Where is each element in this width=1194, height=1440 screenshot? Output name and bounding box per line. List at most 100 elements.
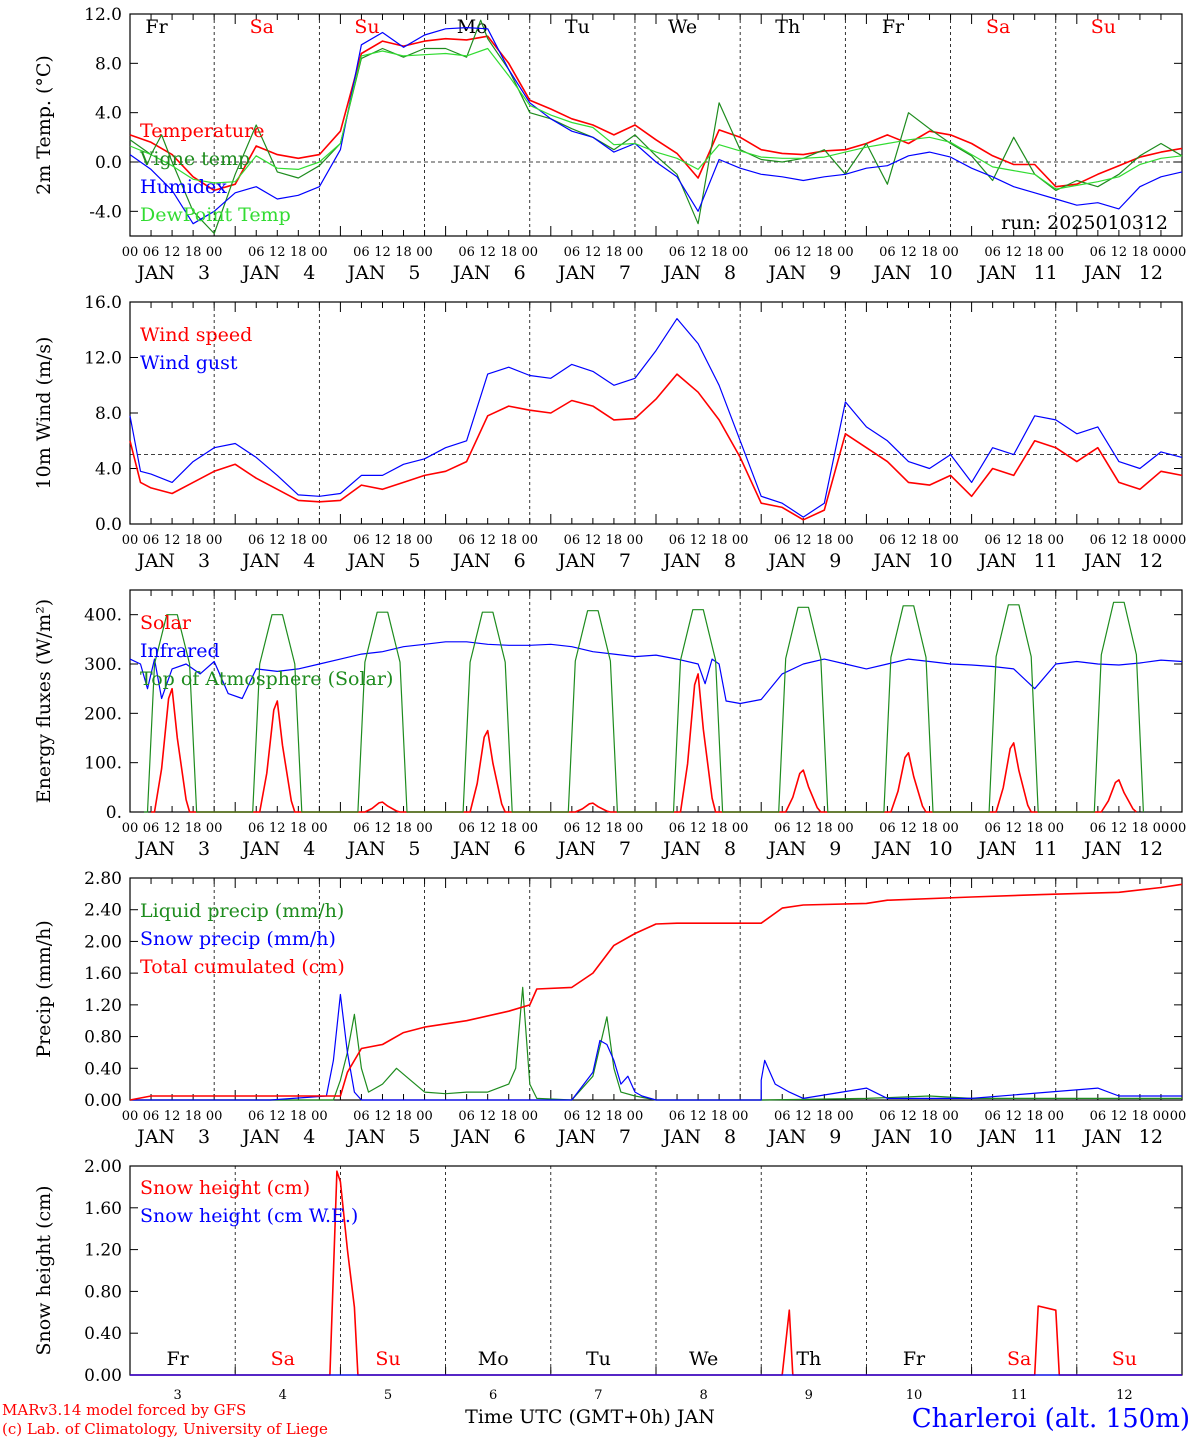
hour-tick-label: 18 [1026, 245, 1043, 260]
legend-entry: Vigne temp [139, 148, 250, 170]
y-tick-label: 1.60 [84, 1199, 122, 1219]
hour-tick-label: 06 [353, 245, 370, 260]
month-label: JAN [1082, 262, 1122, 284]
month-label: JAN [135, 262, 175, 284]
hour-tick-label: 00 [1153, 245, 1170, 260]
hour-tick-label: 00 [122, 245, 139, 260]
hour-tick-label: 12 [1005, 245, 1022, 260]
month-label: JAN [345, 838, 385, 860]
hour-tick-label: 00 [521, 245, 538, 260]
day-number-label: 10 [928, 262, 952, 284]
day-number-label: 10 [906, 1388, 923, 1403]
hour-tick-label: 12 [1111, 1109, 1128, 1124]
hour-tick-label: 18 [816, 821, 833, 836]
month-label: JAN [1082, 1126, 1122, 1148]
lab-credit: (c) Lab. of Climatology, University of L… [2, 1420, 328, 1438]
hour-tick-label: 00 [942, 1109, 959, 1124]
hour-tick-label: 18 [921, 533, 938, 548]
hour-tick-label: 12 [479, 533, 496, 548]
day-number-label: 4 [303, 1126, 315, 1148]
hour-tick-label: 12 [1005, 1109, 1022, 1124]
month-label: JAN [766, 262, 806, 284]
hour-tick-label: 00 [521, 1109, 538, 1124]
month-label: JAN [661, 262, 701, 284]
precip-panel: 0.00 0.40 0.80 1.20 1.60 2.00 2.40 2.80 Precip (… [33, 869, 1186, 1148]
hour-tick-label: 12 [479, 245, 496, 260]
hour-tick-label: 18 [395, 821, 412, 836]
legend-entry: Liquid precip (mm/h) [140, 900, 344, 922]
day-name-label: Sa [271, 1348, 295, 1370]
hour-tick-label: 00 [1047, 821, 1064, 836]
day-name-label: Sa [1007, 1348, 1031, 1370]
y-tick-label: 0.0 [95, 153, 122, 173]
day-number-label: 7 [619, 262, 631, 284]
day-number-label: 6 [514, 838, 526, 860]
day-number-label: 11 [1034, 262, 1058, 284]
month-label: JAN [871, 550, 911, 572]
month-label: JAN [240, 838, 280, 860]
hour-tick-label: 00 [1170, 245, 1187, 260]
series-group [129, 883, 1183, 1101]
hour-tick-label: 06 [669, 245, 686, 260]
hour-tick-label: 18 [185, 533, 202, 548]
day-name-label: We [668, 16, 697, 38]
day-number-label: 4 [303, 262, 315, 284]
wind-series-0-line [129, 373, 1183, 521]
day-number-label: 9 [805, 1388, 813, 1403]
hour-tick-label: 12 [795, 245, 812, 260]
hour-tick-label: 00 [1047, 245, 1064, 260]
hour-tick-label: 00 [732, 1109, 749, 1124]
month-label: JAN [240, 550, 280, 572]
day-number-label: 4 [303, 550, 315, 572]
hour-tick-label: 00 [122, 1109, 139, 1124]
day-number-label: 11 [1034, 550, 1058, 572]
legend-entry: Snow height (cm) [140, 1177, 310, 1199]
energy-series-2-line [144, 601, 1144, 813]
hour-tick-label: 12 [1005, 533, 1022, 548]
hour-tick-label: 18 [290, 821, 307, 836]
hour-tick-label: 12 [164, 1109, 181, 1124]
day-number-label: 6 [514, 262, 526, 284]
y-tick-label: 8.0 [95, 404, 122, 424]
day-number-label: 6 [514, 1126, 526, 1148]
y-tick-label: 16.0 [84, 293, 122, 313]
hour-tick-label: 06 [774, 533, 791, 548]
hour-tick-label: 06 [879, 533, 896, 548]
day-number-label: 9 [829, 262, 841, 284]
hour-tick-label: 00 [942, 533, 959, 548]
series-group [130, 1170, 1182, 1376]
legend-entry: Total cumulated (cm) [140, 956, 345, 978]
hour-tick-label: 06 [669, 533, 686, 548]
hour-tick-label: 00 [1170, 1109, 1187, 1124]
hour-tick-label: 12 [690, 821, 707, 836]
hour-tick-label: 06 [1090, 1109, 1107, 1124]
hour-tick-label: 18 [1026, 1109, 1043, 1124]
hour-tick-label: 00 [1047, 1109, 1064, 1124]
hour-tick-label: 06 [1090, 245, 1107, 260]
hour-tick-label: 12 [900, 245, 917, 260]
day-number-label: 8 [724, 262, 736, 284]
hour-tick-label: 12 [1005, 821, 1022, 836]
y-tick-label: 12.0 [84, 349, 122, 369]
day-number-label: 3 [198, 262, 210, 284]
hour-tick-label: 18 [500, 245, 517, 260]
hour-tick-label: 18 [816, 245, 833, 260]
month-label: JAN [556, 838, 596, 860]
day-name-label: Fr [882, 16, 905, 38]
hour-tick-label: 00 [627, 533, 644, 548]
energy-panel: 0. 100. 200. 300. 400. Energy fluxes (W/m²) 00… [33, 589, 1186, 860]
month-label: JAN [766, 550, 806, 572]
hour-tick-label: 06 [143, 821, 160, 836]
station-label: Charleroi (alt. 150m) [912, 1404, 1190, 1434]
hour-tick-label: 12 [900, 533, 917, 548]
day-number-label: 3 [198, 550, 210, 572]
month-label: JAN [871, 838, 911, 860]
y-tick-label: 0.0 [95, 515, 122, 535]
hour-tick-label: 18 [185, 1109, 202, 1124]
hour-tick-label: 18 [606, 245, 623, 260]
snow-panel: 0.00 0.40 0.80 1.20 1.60 2.00 Snow height (cm)… [33, 1157, 1183, 1403]
day-number-label: 5 [408, 1126, 420, 1148]
day-name-label: Fr [903, 1348, 926, 1370]
hour-tick-label: 18 [921, 1109, 938, 1124]
hour-tick-label: 18 [606, 1109, 623, 1124]
